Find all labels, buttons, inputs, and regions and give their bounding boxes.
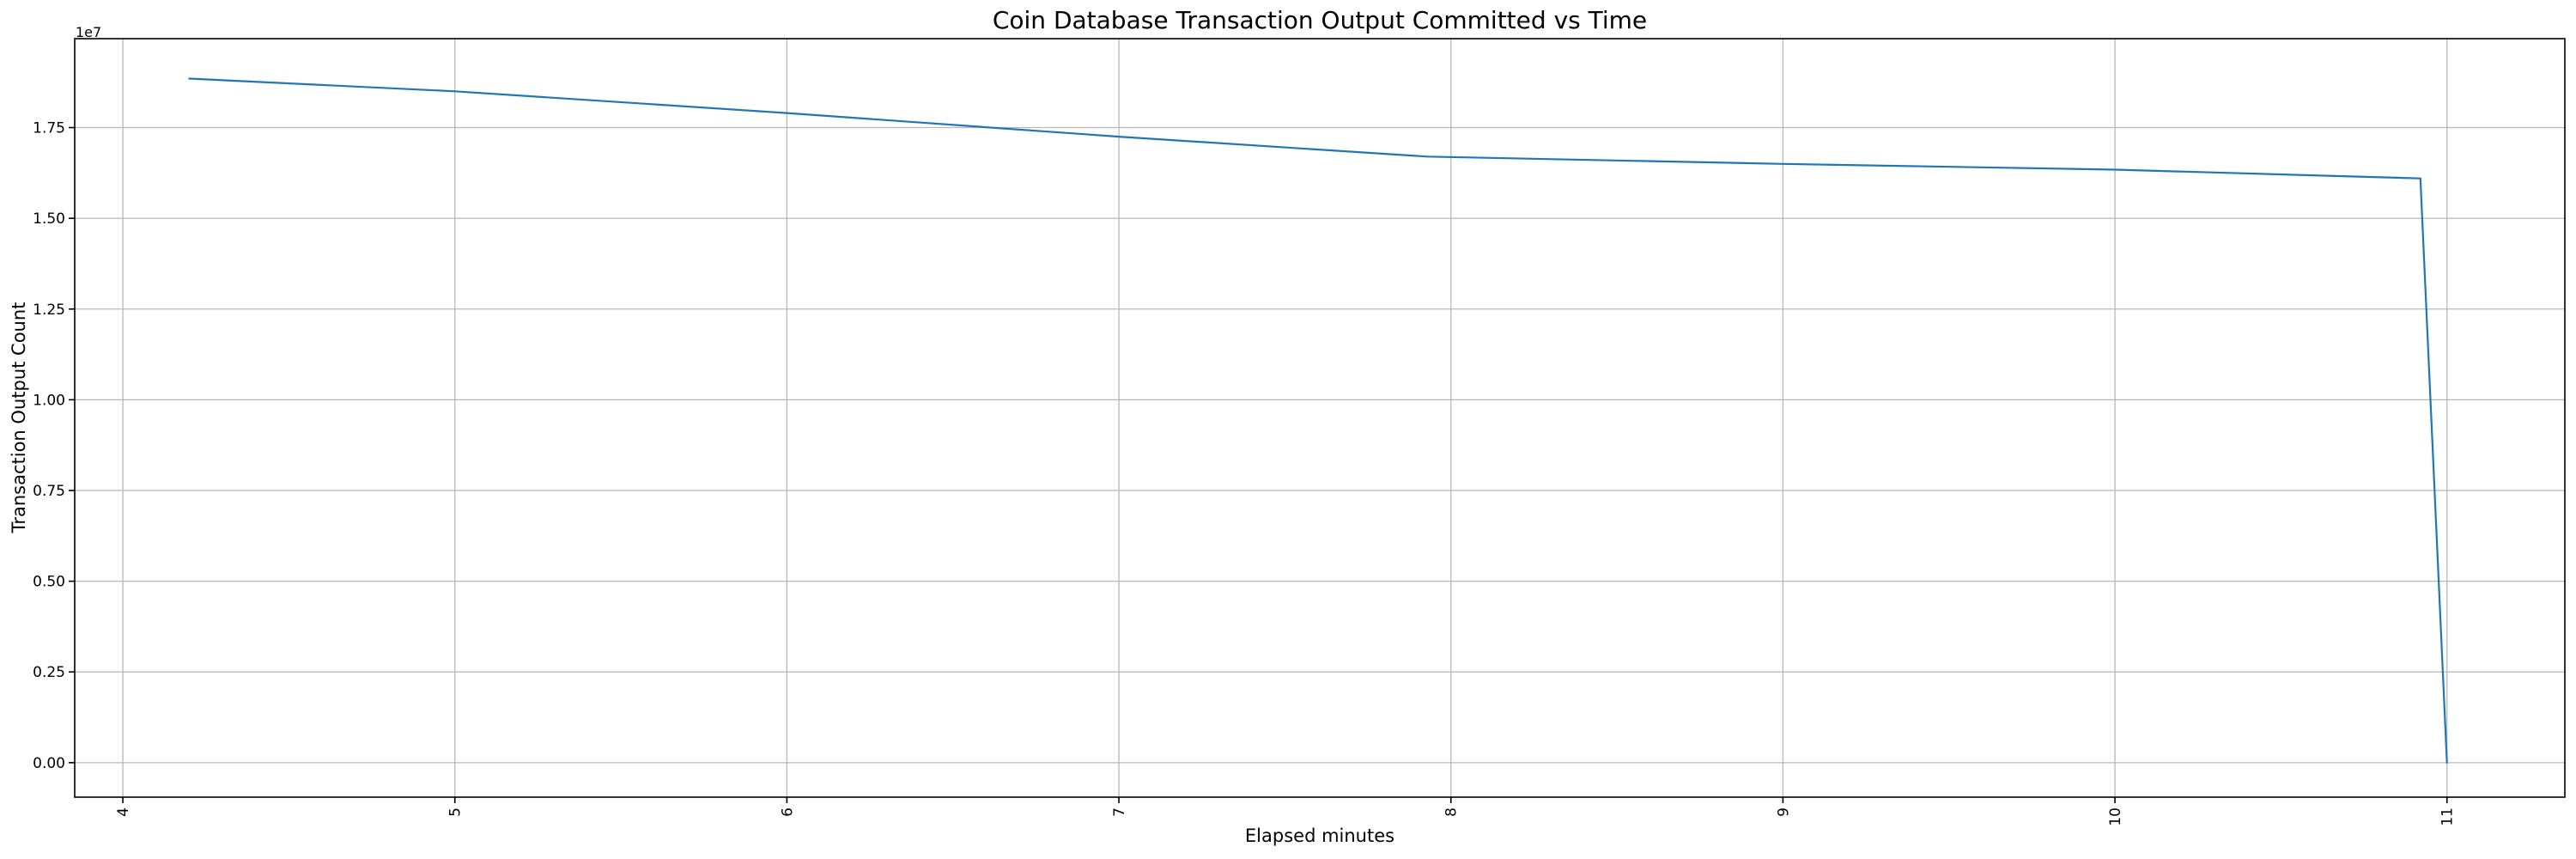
x-tick-label: 7 (1111, 807, 1128, 817)
y-axis-offset-label: 1e7 (76, 24, 102, 40)
y-tick-label: 0.75 (33, 483, 65, 500)
data-series-line (188, 77, 2448, 765)
x-tick-label: 5 (447, 807, 465, 817)
chart-title: Coin Database Transaction Output Committ… (992, 6, 1648, 34)
x-tick-label: 6 (779, 807, 796, 817)
x-axis-label: Elapsed minutes (1244, 825, 1395, 846)
y-tick-label: 1.50 (33, 210, 65, 228)
x-tick-label: 9 (1775, 807, 1792, 817)
x-tick-label: 4 (115, 807, 132, 817)
y-tick-label: 0.50 (33, 574, 65, 591)
y-tick-label: 1.00 (33, 392, 65, 409)
x-tick-label: 8 (1443, 807, 1461, 817)
x-tick-label: 10 (2107, 807, 2124, 826)
y-tick-label: 0.25 (33, 664, 65, 681)
x-tick-label: 11 (2439, 807, 2457, 826)
axes-spines (74, 38, 2566, 798)
y-tick-label: 1.75 (33, 120, 65, 137)
y-tick-label: 0.00 (33, 755, 65, 772)
y-tick-label: 1.25 (33, 302, 65, 319)
y-axis-label: Transaction Output Count (9, 302, 29, 533)
